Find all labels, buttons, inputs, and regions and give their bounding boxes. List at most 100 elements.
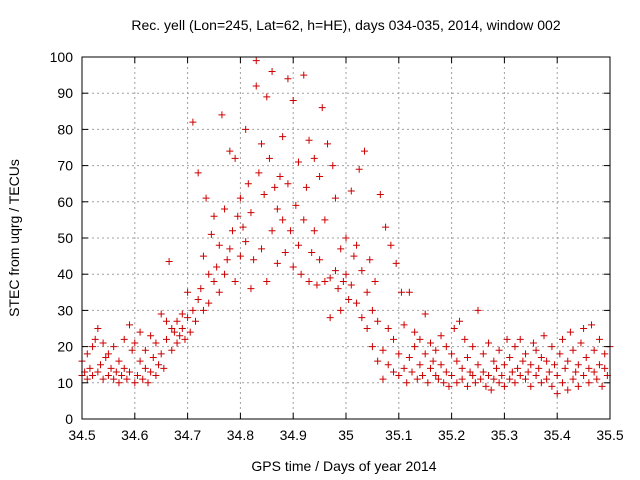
data-point	[511, 343, 519, 351]
x-tick-label: 35.5	[596, 427, 623, 443]
data-point	[141, 346, 149, 354]
data-point	[94, 368, 102, 376]
data-point	[421, 350, 429, 358]
data-point	[477, 375, 485, 383]
data-point	[416, 361, 424, 369]
data-point	[110, 375, 118, 383]
data-point	[287, 227, 295, 235]
data-point	[131, 379, 139, 387]
data-point	[442, 368, 450, 376]
data-point	[540, 332, 548, 340]
data-point	[194, 296, 202, 304]
data-point	[390, 335, 398, 343]
data-point	[139, 375, 147, 383]
data-point	[131, 339, 139, 347]
x-tick-label: 35	[338, 427, 354, 443]
data-point	[194, 169, 202, 177]
data-point	[461, 335, 469, 343]
data-point	[347, 187, 355, 195]
data-point	[231, 154, 239, 162]
data-point	[115, 379, 123, 387]
data-point	[376, 191, 384, 199]
data-point	[572, 368, 580, 376]
data-point	[157, 310, 165, 318]
data-point	[162, 317, 170, 325]
data-point	[569, 346, 577, 354]
data-point	[297, 270, 305, 278]
y-tick-label: 50	[57, 230, 73, 246]
data-point	[543, 375, 551, 383]
data-point	[453, 379, 461, 387]
data-point	[569, 375, 577, 383]
data-point	[279, 133, 287, 141]
data-point	[485, 372, 493, 380]
data-point	[395, 350, 403, 358]
data-point	[595, 335, 603, 343]
y-tick-label: 10	[57, 375, 73, 391]
data-point	[99, 375, 107, 383]
data-point	[405, 353, 413, 361]
data-point	[173, 317, 181, 325]
y-tick-label: 60	[57, 194, 73, 210]
x-tick-label: 35.4	[544, 427, 571, 443]
data-point	[263, 277, 271, 285]
data-point	[440, 379, 448, 387]
data-point	[368, 306, 376, 314]
data-point	[585, 364, 593, 372]
data-point	[284, 180, 292, 188]
data-point	[205, 270, 213, 278]
y-tick-label: 100	[50, 49, 74, 65]
data-point	[189, 118, 197, 126]
data-point	[89, 372, 97, 380]
data-point	[548, 343, 556, 351]
data-point	[178, 325, 186, 332]
data-point	[223, 256, 231, 264]
data-point	[160, 364, 168, 372]
data-point	[123, 375, 131, 383]
y-axis-ticks: 0 10 20 30 40 50 60 70 80 90 100	[50, 49, 610, 427]
data-point	[276, 172, 284, 180]
data-point	[366, 256, 374, 264]
data-point	[580, 372, 588, 380]
data-point	[574, 361, 582, 369]
data-point	[564, 357, 572, 365]
data-point	[485, 339, 493, 347]
data-point	[141, 364, 149, 372]
data-point	[416, 335, 424, 343]
data-point	[308, 248, 316, 256]
data-point	[374, 317, 382, 325]
data-point	[271, 183, 279, 191]
data-point	[252, 57, 260, 65]
data-point	[168, 325, 176, 332]
data-point	[239, 223, 247, 231]
data-point	[456, 317, 464, 325]
data-point	[226, 245, 234, 253]
data-point	[355, 165, 363, 173]
data-point	[368, 343, 376, 351]
data-point	[318, 104, 326, 112]
data-point	[347, 281, 355, 289]
data-point	[395, 372, 403, 380]
data-point	[392, 259, 400, 267]
data-point	[147, 332, 155, 340]
data-point	[553, 372, 561, 380]
data-point	[265, 154, 273, 162]
data-point	[221, 205, 229, 213]
data-point	[316, 256, 324, 264]
data-point	[566, 328, 574, 336]
data-point	[110, 343, 118, 351]
data-point	[107, 364, 115, 372]
data-point	[379, 346, 387, 354]
data-point	[228, 227, 236, 235]
data-point	[273, 205, 281, 213]
data-point	[144, 379, 152, 387]
data-point	[202, 194, 210, 202]
data-point	[255, 169, 263, 177]
data-point	[136, 328, 144, 336]
data-point	[384, 361, 392, 369]
data-point	[133, 372, 141, 380]
data-point	[535, 364, 543, 372]
data-point	[218, 111, 226, 119]
data-point	[379, 375, 387, 383]
data-point	[242, 238, 250, 246]
